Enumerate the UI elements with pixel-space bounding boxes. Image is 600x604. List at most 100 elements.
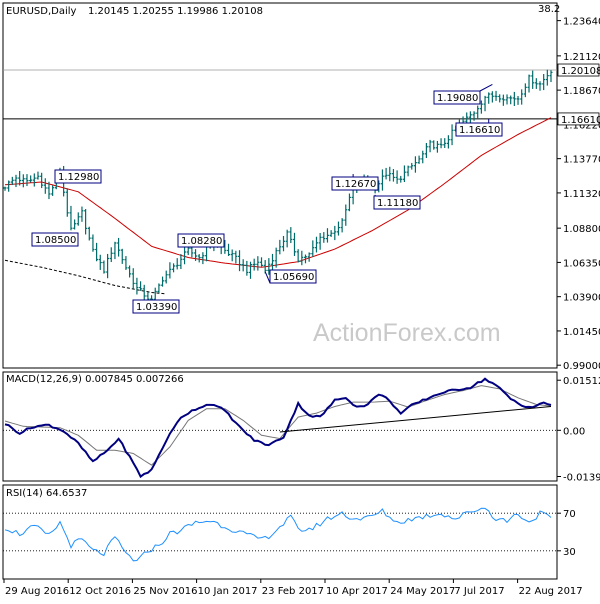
price-bar	[139, 281, 143, 291]
macd-line	[4, 377, 552, 479]
price-bar	[249, 261, 253, 279]
price-tick-label: 1.06350	[563, 258, 600, 269]
price-bar	[43, 178, 47, 194]
price-bar	[413, 156, 417, 173]
annotation-label: 1.12980	[58, 172, 99, 183]
price-tag-box	[557, 112, 600, 126]
price-bar	[95, 242, 99, 262]
rsi-panel: 70 30	[3, 507, 576, 562]
price-bar	[487, 92, 491, 104]
price-bar	[267, 258, 271, 275]
price-bar	[194, 249, 198, 261]
price-bar	[197, 254, 201, 263]
annotation-box	[373, 195, 421, 210]
price-bar	[201, 252, 205, 265]
macd-tick-label: 0.01512	[563, 376, 600, 387]
price-bar	[476, 105, 480, 120]
price-bar	[296, 249, 300, 263]
rsi-panel-title: RSI(14) 64.6537	[6, 488, 87, 499]
price-annotations: 1.12980 1.08500 1.03390 1.08280 1.05690 1.126…	[31, 83, 503, 314]
price-bar	[131, 268, 135, 289]
price-bar	[333, 225, 337, 241]
price-bar	[468, 111, 472, 123]
price-bar	[347, 193, 351, 212]
price-bar	[292, 232, 296, 256]
long-moving-average-line	[4, 259, 167, 295]
date-label: 22 Aug 2017	[519, 586, 583, 597]
price-bar	[410, 162, 414, 170]
price-bar	[391, 169, 395, 182]
annotation-box	[455, 122, 503, 137]
price-bar	[483, 95, 487, 112]
annotation-box	[331, 176, 379, 191]
price-bar	[432, 140, 436, 150]
price-bar	[106, 253, 110, 279]
price-bar	[87, 226, 91, 241]
price-bar	[428, 139, 432, 153]
rsi-line	[4, 507, 552, 562]
price-bar	[509, 95, 513, 105]
price-bar	[512, 91, 516, 106]
annotation-box	[132, 299, 180, 314]
price-bar	[450, 124, 454, 146]
price-bar	[336, 221, 340, 236]
price-bar	[245, 260, 249, 276]
price-bar	[307, 252, 311, 262]
price-bar	[25, 174, 29, 187]
annotation-box	[31, 232, 79, 247]
macd-tick-label: -0.013938	[563, 472, 600, 483]
price-bar	[322, 232, 326, 243]
price-bar	[545, 69, 549, 86]
price-bar	[549, 70, 553, 83]
corner-value: 38.2	[538, 4, 560, 15]
price-bar	[443, 138, 447, 148]
ohlc-header: 1.20145 1.20255 1.19986 1.20108	[88, 6, 263, 17]
price-bar	[124, 256, 128, 270]
annotation-label: 1.05690	[273, 272, 314, 283]
annotation-label: 1.08280	[181, 236, 222, 247]
price-bar	[117, 237, 121, 257]
price-bar	[80, 206, 84, 222]
price-bar	[329, 230, 333, 237]
price-bar	[260, 257, 264, 267]
annotation-box	[177, 233, 225, 248]
moving-average-line	[4, 117, 552, 268]
annotation-label: 1.16610	[459, 125, 500, 136]
price-bar	[142, 284, 146, 302]
price-tick-label: 1.08800	[563, 224, 600, 235]
price-bar	[523, 83, 527, 98]
annotation-label: 1.08500	[35, 235, 76, 246]
rsi-tick-label: 30	[563, 547, 576, 558]
price-tick-label: 1.11320	[563, 189, 600, 200]
price-bar	[490, 91, 494, 103]
price-bar	[168, 262, 172, 279]
date-label: 10 Jan 2017	[198, 586, 258, 597]
price-bar	[76, 212, 80, 226]
annotation-box	[269, 269, 317, 284]
price-bar	[274, 247, 278, 268]
price-tick-label: 1.03900	[563, 293, 600, 304]
price-axis-ticks: 1.23640 1.21120 1.18670 1.16220 1.13770 1.113…	[557, 17, 600, 372]
price-tick-label: 1.16220	[563, 120, 600, 131]
price-bar	[534, 78, 538, 89]
annotation-leader	[264, 271, 271, 284]
panel-frames	[2, 2, 558, 580]
macd-tick-label: 0.00	[563, 426, 585, 437]
price-bar	[7, 180, 11, 192]
price-bar	[285, 229, 289, 248]
price-tag-label: 1.16610	[561, 115, 600, 126]
price-bar	[424, 142, 428, 159]
price-bar	[402, 165, 406, 183]
price-bar	[435, 140, 439, 153]
price-bar	[172, 263, 176, 273]
price-bar	[135, 277, 139, 295]
macd-trendline	[279, 405, 552, 433]
price-bar	[18, 171, 22, 186]
price-bar	[538, 81, 542, 91]
price-bar	[520, 89, 524, 105]
price-bar	[344, 204, 348, 226]
annotation-label: 1.03390	[136, 302, 177, 313]
price-bar	[340, 218, 344, 233]
panel-frame-2	[2, 371, 558, 482]
annotation-label: 1.19080	[437, 93, 478, 104]
